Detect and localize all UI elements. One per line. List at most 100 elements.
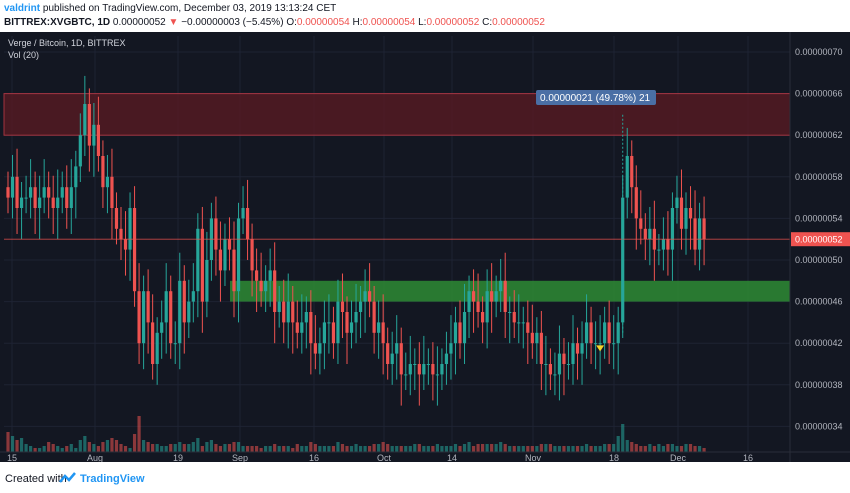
volume-bar — [417, 444, 421, 452]
volume-bar — [214, 444, 218, 452]
open-label: O: — [286, 17, 297, 28]
candle — [128, 208, 132, 250]
volume-bar — [630, 442, 634, 452]
candle — [666, 239, 670, 250]
candle — [142, 291, 146, 344]
x-tick-label: 19 — [173, 453, 183, 462]
volume-bar — [155, 444, 159, 452]
volume-bar — [304, 446, 308, 452]
down-triangle-marker — [596, 345, 605, 352]
candle — [101, 156, 105, 188]
candle — [377, 322, 381, 333]
volume-bar — [255, 446, 259, 452]
volume-bar — [544, 444, 548, 452]
candle — [548, 364, 552, 375]
volume-bar — [245, 446, 250, 452]
candle — [349, 322, 354, 333]
candle — [295, 322, 299, 333]
volume-bar — [485, 444, 489, 452]
candle — [584, 322, 589, 344]
candle — [205, 260, 209, 302]
resistance-zone — [3, 93, 791, 136]
candle — [169, 291, 173, 344]
author-name[interactable]: valdrint — [4, 3, 41, 14]
volume-bar — [616, 436, 620, 452]
candle — [381, 322, 385, 344]
high-value: 0.00000054 — [362, 17, 416, 28]
candle — [218, 249, 223, 271]
volume-bar — [340, 444, 345, 452]
tradingview-brand[interactable]: TradingView — [80, 473, 145, 485]
candle — [155, 332, 159, 364]
last-price: 0.00000052 — [112, 17, 166, 28]
candle — [277, 301, 281, 312]
volume-bar — [15, 440, 19, 452]
candle — [19, 197, 24, 208]
created-with-text: Created with — [5, 473, 67, 485]
candle — [160, 322, 164, 333]
volume-bar — [10, 436, 15, 452]
candle — [481, 312, 485, 323]
candle — [476, 301, 480, 312]
candle — [386, 343, 390, 364]
volume-bar — [282, 446, 286, 452]
volume-bar — [499, 442, 503, 452]
volume-bar — [51, 444, 55, 452]
chart-area[interactable]: 0.00000021 (49.78%) 21 0.00000070 0.000000… — [0, 32, 850, 462]
volume-bar — [530, 446, 534, 452]
candle — [607, 322, 611, 344]
candle — [625, 156, 629, 198]
candle — [173, 343, 177, 345]
volume-bar — [539, 444, 543, 452]
x-tick-label: 15 — [7, 453, 17, 462]
candle — [553, 374, 557, 376]
x-tick-label: 16 — [743, 453, 753, 462]
volume-bar — [422, 446, 426, 452]
header-bar: valdrint published on TradingView.com, D… — [0, 0, 850, 32]
volume-bar — [146, 442, 150, 452]
volume-bar — [652, 446, 656, 452]
volume-bar — [431, 446, 435, 452]
volume-bar — [268, 446, 272, 452]
volume-legend: Vol (20) — [8, 50, 39, 60]
volume-bar — [377, 444, 381, 452]
candle — [336, 301, 340, 344]
y-tick-label: 0.00000062 — [795, 130, 843, 140]
chart-legend-title: Verge / Bitcoin, 1D, BITTREX — [8, 38, 126, 48]
candle — [74, 166, 78, 188]
volume-bar — [286, 446, 290, 452]
candle — [304, 312, 308, 323]
candle — [273, 270, 277, 312]
volume-bar — [65, 446, 69, 452]
volume-bar — [250, 446, 254, 452]
volume-bar — [187, 444, 191, 452]
volume-bar — [503, 444, 507, 452]
volume-bar — [363, 446, 367, 452]
volume-bar — [598, 446, 602, 452]
volume-bar — [101, 442, 105, 452]
candle — [422, 364, 426, 375]
tradingview-logo-icon — [59, 472, 76, 483]
candle — [250, 239, 254, 271]
candle — [634, 187, 638, 219]
volume-bar — [372, 444, 376, 452]
candle — [557, 353, 562, 375]
candle — [395, 343, 399, 354]
candle — [648, 228, 652, 240]
price-chart[interactable]: 0.00000021 (49.78%) 21 0.00000070 0.000000… — [0, 32, 850, 462]
candle — [83, 104, 87, 136]
volume-bar — [42, 446, 46, 452]
volume-bar — [232, 442, 236, 452]
volume-bar — [223, 444, 227, 452]
candle — [264, 280, 268, 292]
candle — [630, 156, 634, 188]
candle — [69, 187, 73, 208]
volume-bar — [291, 448, 295, 452]
candle — [105, 176, 110, 188]
volume-bar — [661, 446, 665, 452]
volume-bar — [259, 448, 263, 452]
volume-bar — [128, 448, 132, 452]
volume-bar — [603, 444, 607, 452]
volume-bar — [19, 438, 24, 452]
candle — [426, 364, 430, 365]
